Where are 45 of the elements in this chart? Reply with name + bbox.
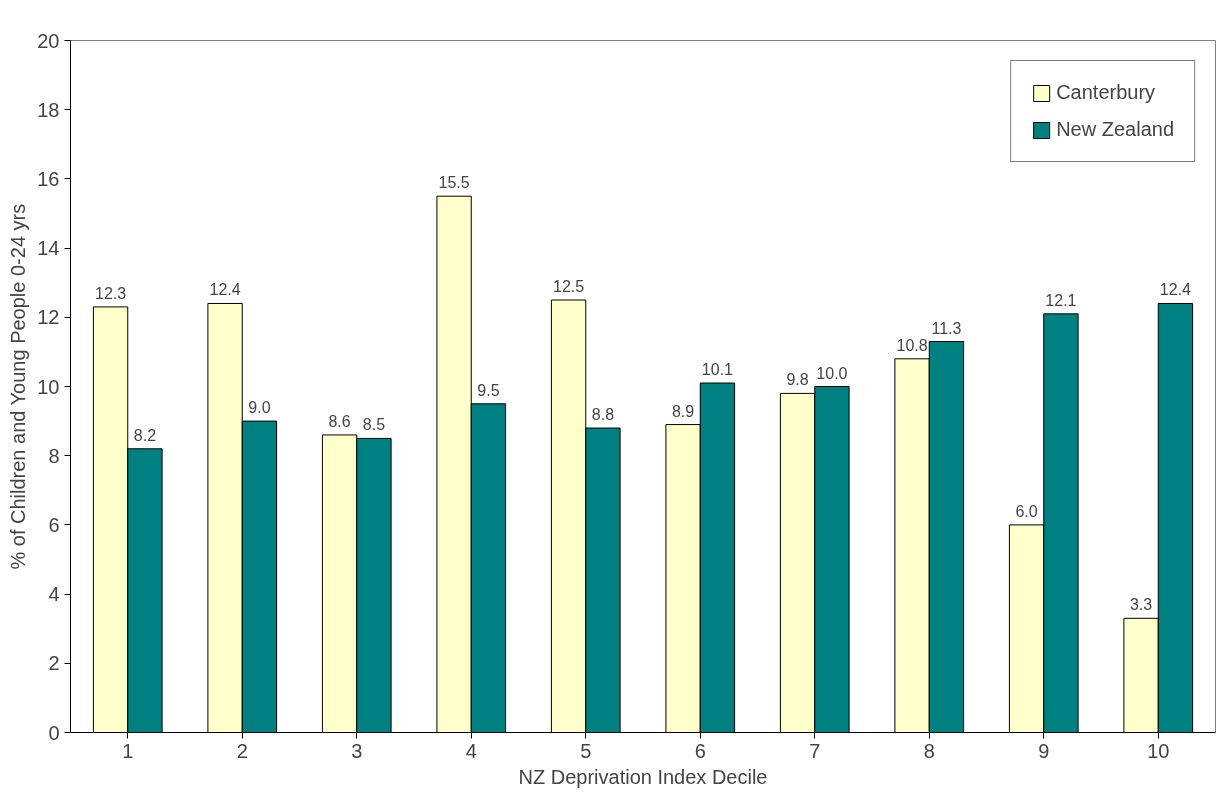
y-tick-label: 0 [48, 721, 60, 744]
x-tick-label: 8 [923, 739, 935, 762]
data-label: 8.2 [133, 426, 157, 444]
x-tick-label: 3 [351, 739, 363, 762]
y-tick-label: 8 [48, 444, 60, 467]
y-tick-label: 2 [48, 652, 60, 675]
y-tick-label: 10 [37, 375, 60, 398]
data-label: 8.5 [362, 416, 386, 434]
x-tick-label: 2 [236, 739, 248, 762]
data-label: 12.3 [95, 284, 127, 302]
data-label: 6.0 [1015, 502, 1038, 520]
x-tick-label: 10 [1147, 739, 1170, 762]
x-tick-label: 4 [465, 739, 477, 762]
x-axis-title: NZ Deprivation Index Decile [518, 765, 768, 788]
data-label: 12.1 [1045, 291, 1077, 309]
data-label: 10.8 [896, 336, 928, 354]
legend-label: New Zealand [1056, 118, 1174, 141]
data-label: 9.8 [786, 371, 809, 389]
data-label: 12.4 [1159, 281, 1192, 299]
x-tick-label: 5 [580, 739, 592, 762]
y-tick-label: 18 [37, 98, 60, 121]
y-tick-label: 14 [37, 237, 60, 260]
data-label: 12.4 [209, 281, 241, 299]
data-label: 12.5 [553, 278, 585, 295]
data-label: 11.3 [931, 319, 962, 337]
y-axis-title: % of Children and Young People 0-24 yrs [7, 203, 30, 570]
data-label: 15.5 [438, 174, 470, 192]
data-label: 3.3 [1129, 596, 1153, 614]
x-tick-label: 7 [809, 739, 821, 762]
data-label: 8.8 [591, 406, 615, 424]
data-label: 9.0 [248, 399, 271, 417]
data-label: 8.9 [671, 402, 695, 420]
data-label: 9.5 [477, 381, 500, 399]
x-tick-label: 1 [122, 739, 134, 762]
x-tick-label: 9 [1038, 739, 1050, 762]
legend-label: Canterbury [1056, 81, 1156, 104]
data-label: 8.6 [328, 412, 351, 430]
data-label: 10.0 [816, 364, 848, 382]
x-tick-label: 6 [694, 739, 706, 762]
data-label: 10.1 [701, 361, 734, 379]
y-tick-label: 16 [37, 167, 60, 190]
y-tick-label: 20 [37, 29, 60, 52]
y-tick-label: 12 [37, 306, 60, 329]
y-tick-label: 4 [48, 583, 60, 606]
y-tick-label: 6 [48, 513, 60, 536]
